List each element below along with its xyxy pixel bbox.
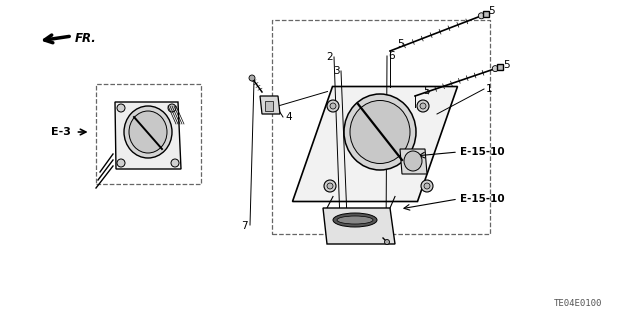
Text: 3: 3 [333,66,340,76]
Polygon shape [260,96,280,114]
Polygon shape [115,102,181,169]
Text: 2: 2 [326,52,333,62]
Circle shape [117,159,125,167]
Circle shape [478,13,484,19]
Circle shape [117,104,125,112]
Text: E-15-10: E-15-10 [460,147,504,157]
Text: TE04E0100: TE04E0100 [554,299,602,308]
Circle shape [327,183,333,189]
Text: 5: 5 [397,39,403,49]
Text: 1: 1 [486,84,493,94]
Circle shape [420,103,426,109]
Ellipse shape [344,94,416,170]
Ellipse shape [333,213,377,227]
Text: FR.: FR. [75,32,97,44]
Text: 5: 5 [422,86,429,96]
Circle shape [330,103,336,109]
Circle shape [421,180,433,192]
Text: E-3: E-3 [51,127,70,137]
Bar [95,84,200,184]
Bar [265,101,273,111]
Text: 5: 5 [488,6,495,16]
Ellipse shape [129,111,167,153]
Circle shape [327,100,339,112]
Ellipse shape [404,151,422,171]
Circle shape [417,100,429,112]
Circle shape [249,75,255,81]
Ellipse shape [350,100,410,164]
Circle shape [492,66,499,71]
Text: 5: 5 [503,60,509,70]
Circle shape [324,180,336,192]
Text: E-15-10: E-15-10 [460,194,504,204]
Polygon shape [323,208,395,244]
Polygon shape [400,149,427,174]
Circle shape [385,240,390,244]
Text: 4: 4 [285,112,292,122]
Text: 6: 6 [388,51,395,61]
Ellipse shape [337,216,373,224]
Text: 7: 7 [241,221,248,231]
Circle shape [424,183,430,189]
Circle shape [171,159,179,167]
Circle shape [168,104,176,112]
Ellipse shape [124,106,172,158]
Polygon shape [292,86,458,202]
